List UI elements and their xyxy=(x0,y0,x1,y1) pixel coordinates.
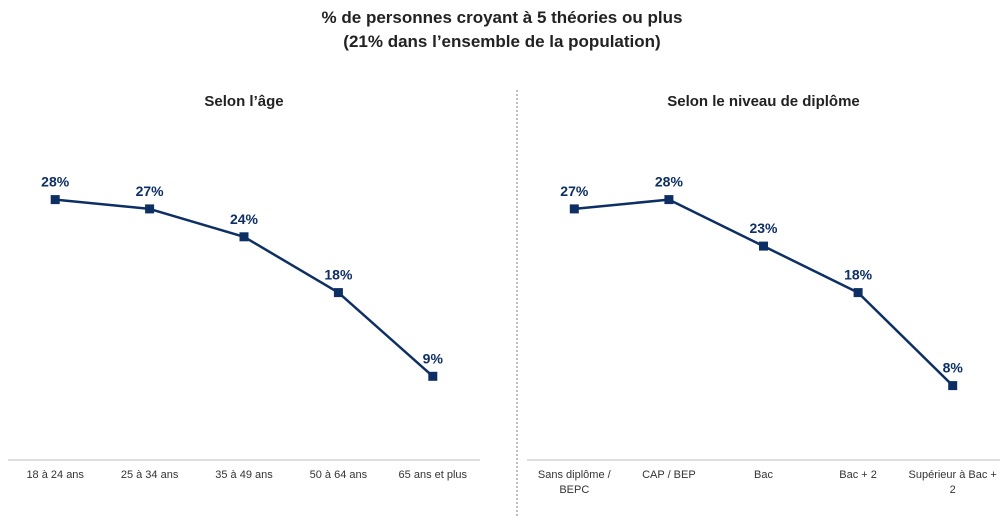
panel-2-data-label-1: 27% xyxy=(560,183,589,199)
panel-1-data-label-3: 24% xyxy=(230,211,259,227)
panel-1-tick-label-3: 35 à 49 ans xyxy=(215,469,273,481)
panel-1-marker-3 xyxy=(239,232,249,242)
panel-2-tick-label-2: CAP / BEP xyxy=(642,469,696,481)
panel-1-marker-4 xyxy=(333,288,343,298)
panel-1-marker-5 xyxy=(428,371,438,381)
panel-2-data-label-4: 18% xyxy=(844,267,873,283)
panel-2-tick-label-1: Sans diplôme / BEPC xyxy=(538,469,612,496)
panel-1-marker-1 xyxy=(50,195,60,205)
panel-2-marker-5 xyxy=(948,381,958,391)
panel-1-marker-2 xyxy=(145,204,155,214)
panel-1-data-label-1: 28% xyxy=(41,174,70,190)
panel-2-tick-label-3: Bac xyxy=(754,469,773,481)
chart-title-line-2: (21% dans l’ensemble de la population) xyxy=(343,32,661,51)
panel-2-marker-2 xyxy=(664,195,674,205)
panel-1-data-label-2: 27% xyxy=(136,183,165,199)
panel-2-data-label-5: 8% xyxy=(943,360,964,376)
panel-1-data-label-4: 18% xyxy=(324,267,353,283)
chart-main-title: % de personnes croyant à 5 théories ou p… xyxy=(0,6,1004,54)
panel-2-tick-label-5: Supérieur à Bac +2 xyxy=(909,469,997,496)
panel-2-marker-4 xyxy=(853,288,863,298)
panel-2-data-label-3: 23% xyxy=(749,220,778,236)
panel-2-marker-1 xyxy=(569,204,579,214)
panel-1-tick-label-2: 25 à 34 ans xyxy=(121,469,179,481)
panel-1-tick-label-5: 65 ans et plus xyxy=(399,469,468,481)
panel-2-data-label-2: 28% xyxy=(655,174,684,190)
panel-1-title: Selon l’âge xyxy=(204,93,283,110)
panel-2-tick-label-4: Bac + 2 xyxy=(839,469,877,481)
panel-2-title: Selon le niveau de diplôme xyxy=(667,93,860,110)
panel-2-marker-3 xyxy=(759,241,768,251)
panel-1-tick-label-4: 50 à 64 ans xyxy=(310,469,368,481)
panel-1-data-label-5: 9% xyxy=(423,350,444,366)
chart-title-line-1: % de personnes croyant à 5 théories ou p… xyxy=(321,8,683,27)
panel-1-tick-label-1: 18 à 24 ans xyxy=(26,469,84,481)
